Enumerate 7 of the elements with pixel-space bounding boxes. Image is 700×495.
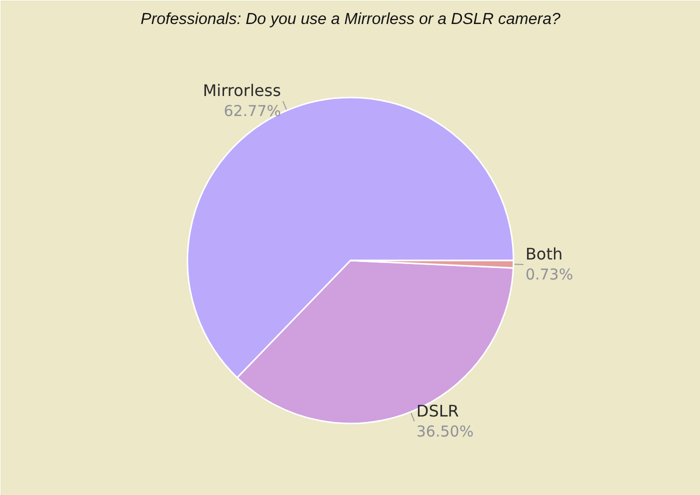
chart-title: Professionals: Do you use a Mirrorless or a DSLR camera? bbox=[140, 11, 560, 28]
data-label: 62.77% bbox=[224, 102, 281, 120]
slice-label: Mirrorless bbox=[202, 81, 281, 100]
slice-label: DSLR bbox=[416, 401, 459, 420]
data-label: 36.50% bbox=[416, 422, 474, 440]
data-label: 0.73% bbox=[525, 265, 574, 284]
slice-label: Both bbox=[525, 244, 563, 264]
